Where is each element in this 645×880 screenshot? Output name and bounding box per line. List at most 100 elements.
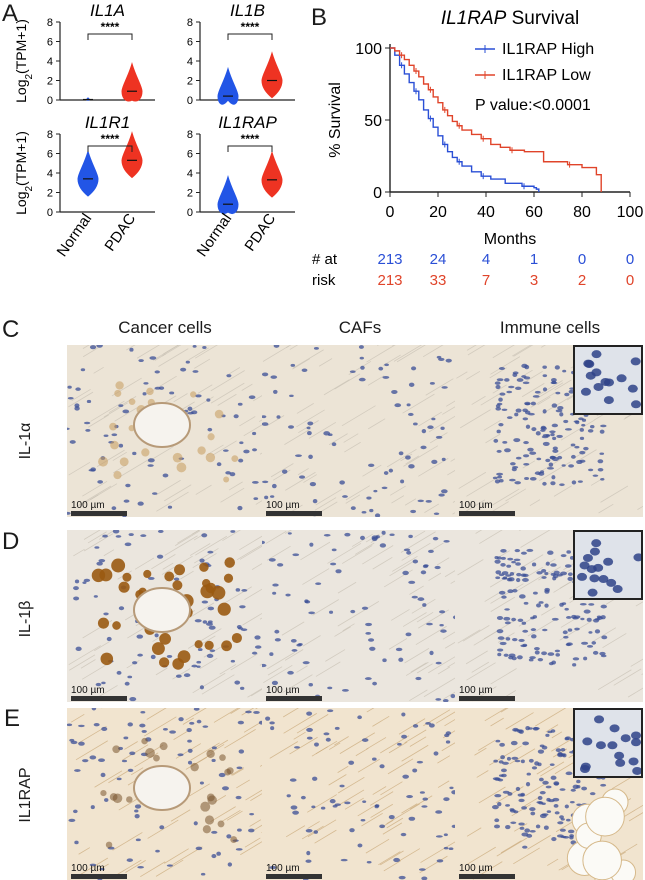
scale-bar	[459, 511, 515, 516]
micrograph-il1b-cancer-cells: 100 µm	[67, 530, 262, 702]
y-tick-label: 4	[47, 168, 53, 180]
y-tick-label: 8	[187, 17, 193, 29]
micrograph-il1rap-cafs: 100 µm	[262, 708, 457, 880]
significance-stars: ****	[101, 132, 120, 146]
row-label-il1a: IL-1α	[17, 422, 34, 460]
y-tick-label: 100	[355, 41, 382, 58]
micrograph-il1a-cancer-cells: 100 µm	[67, 345, 262, 517]
panel-letter-c: C	[2, 316, 20, 343]
risk-high-value: 0	[626, 251, 634, 268]
violin-pdac	[121, 61, 143, 102]
y-tick-label: 0	[373, 185, 382, 202]
column-header-cafs: CAFs	[338, 318, 382, 337]
violin-normal	[77, 149, 99, 197]
violin-plot-il1rap: IL1RAP 0 2 4 6 8 **** Normal PDAC	[187, 113, 295, 260]
row-label-il1rap: IL1RAP	[17, 767, 34, 823]
x-tick-label: 40	[477, 204, 495, 221]
legend-label: IL1RAP High	[502, 41, 594, 58]
significance-bracket	[87, 145, 133, 152]
y-tick-label: 4	[187, 168, 193, 180]
y-tick-label: 6	[187, 37, 193, 49]
y-axis-label: Log2(TPM+1)	[13, 19, 35, 103]
y-tick-label: 2	[187, 188, 193, 200]
violin-title: IL1RAP	[218, 113, 277, 132]
violin-pdac	[261, 51, 283, 99]
violin-plot-il1r1: IL1R1 0 2 4 6 8 **** Log2(TPM+1) Normal PDAC	[13, 113, 155, 260]
significance-stars: ****	[241, 132, 260, 146]
significance-bracket	[227, 145, 273, 152]
y-axis-label: Log2(TPM+1)	[13, 131, 35, 215]
y-tick-label: 2	[47, 188, 53, 200]
x-tick-label: 0	[386, 204, 395, 221]
y-tick-label: 0	[47, 207, 53, 219]
panel-letter-b: B	[311, 4, 328, 31]
scale-bar	[71, 511, 127, 516]
y-axis-label: % Survival	[327, 82, 344, 158]
panel-letter-a: A	[2, 0, 19, 27]
violin-plot-il1b: IL1B 0 2 4 6 8 ****	[187, 1, 295, 107]
group-label-normal: Normal	[54, 211, 96, 260]
scale-bar-label: 100 µm	[266, 863, 300, 874]
x-axis-label: Months	[484, 231, 536, 248]
violin-pdac	[121, 131, 143, 179]
legend-label: IL1RAP Low	[502, 67, 591, 84]
group-label-pdac: PDAC	[241, 210, 279, 254]
risk-low-value: 2	[578, 272, 586, 289]
inset-magnified-view	[573, 708, 643, 778]
risk-high-value: 24	[430, 251, 447, 268]
y-tick-label: 0	[187, 207, 193, 219]
risk-high-value: 213	[377, 251, 402, 268]
risk-high-value: 4	[482, 251, 490, 268]
x-tick-label: 100	[617, 204, 644, 221]
scale-bar-label: 100 µm	[459, 863, 493, 874]
risk-high-value: 0	[578, 251, 586, 268]
violin-pdac	[261, 150, 283, 198]
scale-bar-label: 100 µm	[459, 685, 493, 696]
micrograph-texture	[265, 708, 457, 880]
y-tick-label: 0	[47, 95, 53, 107]
column-header-immune-cells: Immune cells	[499, 318, 601, 337]
x-tick-label: 80	[573, 204, 591, 221]
survival-title: IL1RAP Survival	[441, 8, 579, 29]
risk-low-value: 3	[530, 272, 538, 289]
y-tick-label: 6	[187, 149, 193, 161]
significance-bracket	[227, 33, 273, 40]
micrograph-il1b-immune-cells: 100 µm	[455, 530, 643, 702]
scale-bar-label: 100 µm	[71, 685, 105, 696]
survival-curve-high	[390, 47, 540, 192]
y-tick-label: 6	[47, 37, 53, 49]
scale-bar	[459, 696, 515, 701]
y-tick-label: 8	[187, 129, 193, 141]
y-tick-label: 50	[364, 113, 382, 130]
scale-bar	[266, 874, 322, 879]
violin-title: IL1R1	[85, 113, 130, 132]
risk-low-value: 213	[377, 272, 402, 289]
risk-low-value: 0	[626, 272, 634, 289]
survival-curve-low	[390, 47, 602, 192]
scale-bar	[266, 511, 322, 516]
violin-title: IL1A	[90, 1, 125, 20]
inset-magnified-view	[573, 530, 643, 600]
significance-stars: ****	[241, 20, 260, 34]
group-label-normal: Normal	[194, 211, 236, 260]
risk-low-value: 7	[482, 272, 490, 289]
panel-letter-e: E	[4, 705, 21, 732]
scale-bar	[71, 696, 127, 701]
significance-stars: ****	[101, 20, 120, 34]
significance-bracket	[87, 33, 133, 40]
risk-table-label-2: risk	[312, 272, 336, 289]
scale-bar-label: 100 µm	[266, 685, 300, 696]
violin-normal	[217, 66, 239, 105]
y-tick-label: 2	[187, 76, 193, 88]
risk-high-value: 1	[530, 251, 538, 268]
y-tick-label: 0	[187, 95, 193, 107]
micrograph-il1rap-cancer-cells: 100 µm	[67, 708, 262, 880]
y-tick-label: 2	[47, 76, 53, 88]
micrograph-il1rap-immune-cells: 100 µm	[455, 708, 643, 880]
scale-bar	[266, 696, 322, 701]
scale-bar-label: 100 µm	[266, 500, 300, 511]
micrograph-il1a-immune-cells: 100 µm	[455, 345, 643, 517]
y-tick-label: 8	[47, 129, 53, 141]
